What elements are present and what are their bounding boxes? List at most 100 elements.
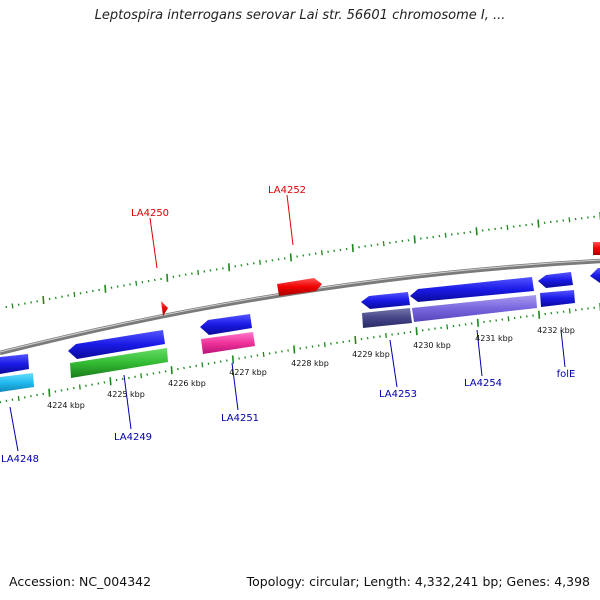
upper-tick	[36, 300, 39, 303]
lower-tick	[403, 331, 406, 335]
upper-tick	[252, 262, 255, 265]
upper-tick	[419, 237, 422, 240]
upper-tick	[141, 281, 144, 284]
gene-folE-arrow[interactable]	[538, 272, 573, 288]
gene-label-LA4250[interactable]: LA4250	[131, 208, 169, 219]
lower-tick	[213, 361, 216, 364]
upper-tick	[463, 231, 466, 235]
lower-tick	[164, 370, 167, 373]
lower-tick	[78, 384, 81, 390]
upper-tick	[500, 227, 503, 230]
upper-tick	[450, 233, 453, 236]
upper-tick	[457, 232, 459, 235]
gene-label-LA4253[interactable]: LA4253	[379, 389, 417, 400]
lower-tick	[207, 362, 210, 365]
gene-LA4254-product[interactable]	[412, 295, 537, 322]
lower-tick	[366, 337, 369, 340]
map-title: Leptospira interrogans serovar Lai str. …	[94, 8, 506, 23]
lower-tick	[489, 320, 492, 323]
gene-LA4248-arrow[interactable]	[0, 354, 29, 374]
lower-tick	[574, 308, 577, 312]
upper-tick	[17, 303, 20, 306]
lower-tick	[501, 318, 504, 321]
scale-label-4232: 4232 kbp	[537, 326, 575, 335]
lower-tick	[219, 360, 222, 363]
lower-tick	[201, 362, 204, 368]
gene-label-LA4252[interactable]: LA4252	[268, 185, 306, 196]
upper-tick	[333, 249, 336, 252]
upper-tick	[370, 244, 373, 247]
upper-tick	[85, 291, 88, 294]
gene-LA4252-arrow[interactable]	[277, 278, 322, 296]
upper-tick	[197, 269, 200, 276]
lower-tick	[391, 333, 394, 336]
gene-label-folE[interactable]: folE	[557, 369, 576, 380]
gene-label-LA4249[interactable]: LA4249	[114, 432, 152, 443]
upper-tick	[314, 252, 317, 255]
lower-tick	[372, 336, 375, 339]
gene-folE-product[interactable]	[540, 290, 575, 307]
gene-edge-blue[interactable]	[590, 268, 600, 283]
lower-tick	[452, 324, 455, 328]
gene-label-LA4248[interactable]: LA4248	[1, 454, 39, 465]
upper-tick	[494, 227, 497, 231]
lower-tick	[329, 342, 332, 345]
upper-tick	[234, 265, 237, 268]
gene-LA4251-arrow[interactable]	[200, 314, 252, 335]
lower-tick	[507, 316, 510, 322]
upper-tick	[11, 303, 14, 309]
upper-tick	[147, 279, 150, 283]
upper-tick	[487, 228, 490, 231]
lower-tick	[60, 389, 63, 392]
lower-tick	[262, 351, 265, 357]
gene-LA4249-arrow[interactable]	[68, 330, 165, 359]
gene-LA4250-arrow[interactable]	[161, 301, 168, 316]
accession-text: Accession: NC_004342	[9, 574, 152, 589]
lower-tick	[544, 312, 547, 316]
gene-label-LA4254[interactable]: LA4254	[464, 378, 502, 389]
upper-tick	[54, 296, 57, 300]
upper-tick	[67, 294, 70, 297]
upper-tick	[413, 235, 416, 244]
lower-tick	[397, 332, 400, 335]
lower-tick	[458, 324, 461, 327]
lower-tick	[519, 316, 522, 319]
lower-tick	[464, 323, 467, 326]
upper-tick	[444, 232, 447, 238]
upper-tick	[160, 277, 162, 281]
upper-tick	[320, 250, 323, 256]
lower-tick	[293, 345, 296, 354]
upper-tick	[240, 264, 243, 267]
gene-LA4248-product[interactable]	[0, 373, 34, 392]
lower-tick	[513, 316, 516, 320]
gene-edge-red[interactable]	[593, 242, 600, 255]
gene-label-LA4251[interactable]: LA4251	[221, 413, 259, 424]
upper-tick	[172, 275, 175, 278]
lower-tick	[11, 398, 14, 401]
upper-tick	[388, 241, 391, 244]
lower-tick	[305, 346, 308, 349]
lower-tick	[115, 378, 118, 382]
lower-tick	[238, 357, 241, 360]
gene-LA4251-product[interactable]	[201, 332, 255, 354]
lower-tick	[158, 371, 161, 374]
lower-tick	[97, 382, 100, 385]
gene-LA4254-arrow[interactable]	[410, 277, 534, 302]
gene-LA4253-product[interactable]	[362, 308, 412, 328]
lower-tick	[360, 337, 363, 341]
upper-tick	[110, 286, 113, 289]
lower-tick	[354, 335, 357, 345]
gene-LA4253-arrow[interactable]	[361, 292, 410, 309]
lower-tick	[587, 307, 590, 310]
upper-tick	[221, 267, 224, 270]
upper-tick	[407, 239, 410, 242]
upper-tick	[426, 236, 429, 239]
lower-tick	[256, 354, 259, 357]
upper-tick	[277, 258, 280, 261]
gene-LA4249-product[interactable]	[70, 348, 168, 378]
upper-tick	[122, 284, 125, 287]
upper-tick	[178, 274, 181, 277]
lower-tick	[152, 372, 155, 375]
lower-tick	[29, 395, 32, 398]
